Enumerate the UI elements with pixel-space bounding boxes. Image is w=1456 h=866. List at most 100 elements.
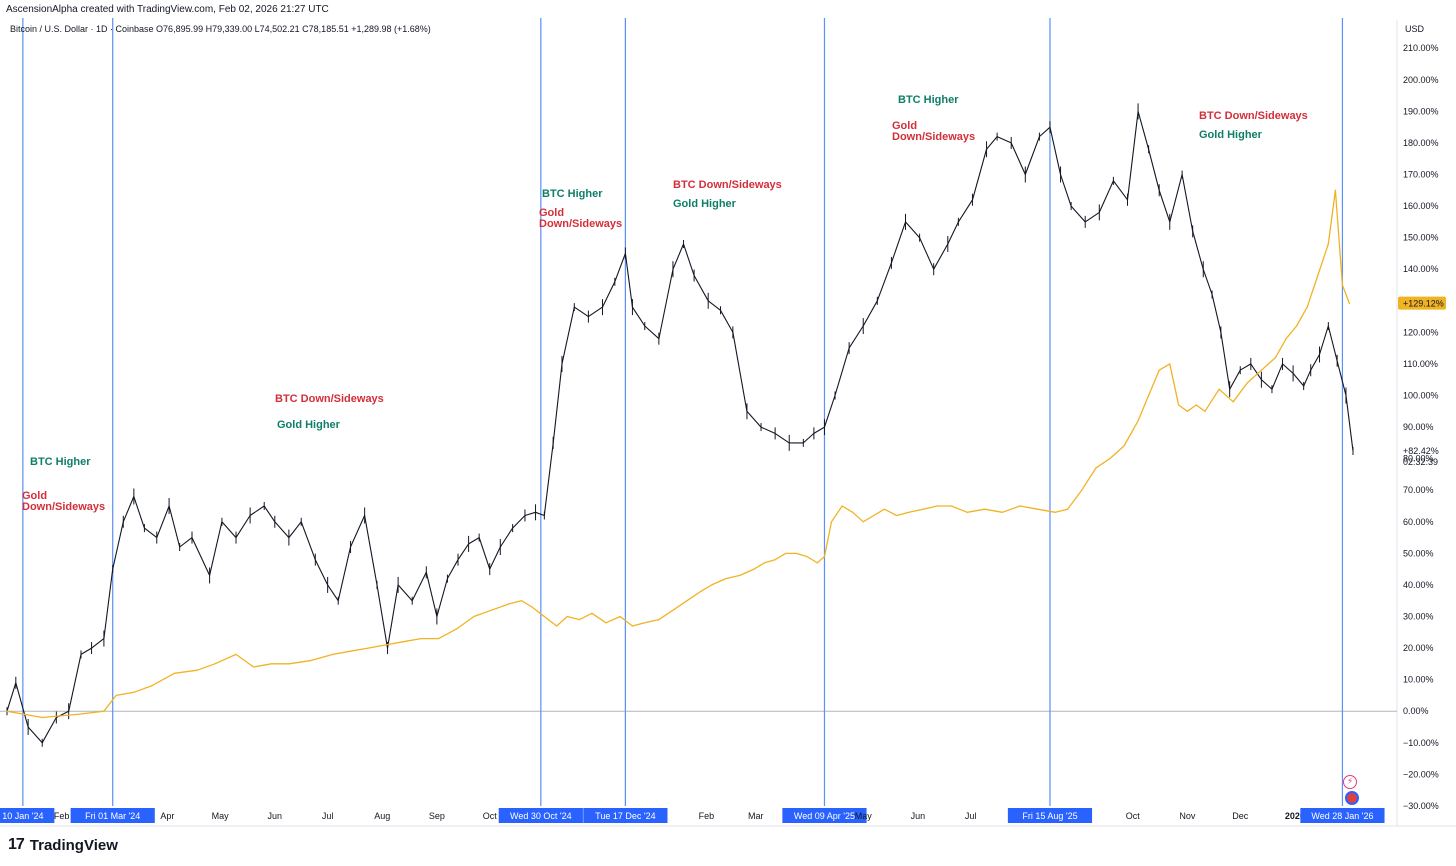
annotation-btc-higher-1: BTC Higher <box>30 456 91 468</box>
time-axis-highlight-label: Fri 15 Aug '25 <box>1022 811 1077 821</box>
price-scale-unit: USD <box>1405 24 1425 34</box>
gold-point-mark <box>455 628 457 630</box>
gold-point-mark <box>1285 338 1287 340</box>
gold-point-mark <box>288 663 290 665</box>
price-scale-tick: 50.00% <box>1403 548 1434 558</box>
gold-point-mark <box>566 615 568 618</box>
gold-point-mark <box>806 555 808 558</box>
btc-last-value-label: +82.42% <box>1403 446 1439 456</box>
price-scale-tick: 80.00% <box>1403 454 1434 464</box>
gold-point-mark <box>1148 394 1150 397</box>
gold-point-mark <box>1195 404 1197 406</box>
gold-point-mark <box>402 641 405 643</box>
gold-point-mark <box>1232 401 1234 403</box>
price-scale-tick: 170.00% <box>1403 170 1439 180</box>
gold-point-mark <box>1317 274 1319 277</box>
gold-point-mark <box>103 710 105 712</box>
price-scale-tick: 180.00% <box>1403 138 1439 148</box>
gold-point-mark <box>367 647 369 649</box>
gold-point-mark <box>1019 505 1021 507</box>
time-axis-label: Sep <box>429 811 445 821</box>
annotation-gold-higher-3: Gold Higher <box>1199 129 1262 141</box>
time-axis-label: Jul <box>322 811 334 821</box>
time-axis-highlight-box <box>782 808 867 823</box>
gold-point-mark <box>1137 420 1139 422</box>
credit-line: AscensionAlpha created with TradingView.… <box>6 4 329 15</box>
gold-point-mark <box>795 552 797 554</box>
gold-point-mark <box>41 716 43 719</box>
annotation-gold-higher-1: Gold Higher <box>277 419 340 431</box>
gold-point-mark <box>816 562 819 564</box>
gold-point-mark <box>76 713 79 715</box>
gold-point-mark <box>473 615 475 618</box>
annotation-btc-down-1: BTC Down/Sideways <box>275 393 384 405</box>
gold-point-mark <box>508 603 510 605</box>
symbol-ohlc-legend[interactable]: Bitcoin / U.S. Dollar · 1D · Coinbase O7… <box>10 24 431 34</box>
time-axis-highlight-box <box>498 808 583 823</box>
price-scale-tick: 190.00% <box>1403 106 1439 116</box>
gold-point-mark <box>984 508 986 510</box>
time-axis-label: Jul <box>965 811 977 821</box>
gold-point-mark <box>332 653 334 655</box>
time-axis-label: Jun <box>911 811 926 821</box>
gold-last-value-label: +129.12% <box>1403 299 1444 309</box>
time-axis-highlight-label: 10 Jan '24 <box>2 811 43 821</box>
price-scale-tick: 0.00% <box>1403 706 1429 716</box>
gold-point-mark <box>349 650 352 652</box>
gold-point-mark <box>531 606 533 608</box>
tradingview-branding[interactable]: 17 TradingView <box>8 836 118 854</box>
price-scale-tick: 90.00% <box>1403 422 1434 432</box>
gold-point-mark <box>1177 404 1180 406</box>
time-axis-highlight-box <box>583 808 668 823</box>
gold-point-mark <box>841 505 843 507</box>
price-scale-tick: 210.00% <box>1403 43 1439 53</box>
gold-point-mark <box>908 511 910 513</box>
price-scale-tick: 70.00% <box>1403 485 1434 495</box>
price-scale-tick: −20.00% <box>1403 769 1439 779</box>
gold-point-mark <box>385 644 387 646</box>
time-axis-highlight-box <box>70 808 155 823</box>
gold-point-mark <box>862 521 864 523</box>
gold-point-mark <box>214 663 216 665</box>
time-axis-highlight-label: Tue 17 Dec '24 <box>595 811 655 821</box>
dividend-event-icon[interactable]: ⚡ <box>1343 775 1357 789</box>
time-axis-highlight-label: Wed 28 Jan '26 <box>1311 811 1373 821</box>
price-scale-tick: 120.00% <box>1403 327 1439 337</box>
gold-point-mark <box>1081 489 1083 491</box>
price-scale-tick: 60.00% <box>1403 517 1434 527</box>
annotation-gold-higher-2: Gold Higher <box>673 198 736 210</box>
gold-point-mark <box>438 637 440 640</box>
economic-event-flag-icon[interactable] <box>1345 791 1359 805</box>
time-axis-label: Feb <box>699 811 715 821</box>
gold-point-mark <box>1306 306 1308 308</box>
time-axis-label: Feb <box>54 811 70 821</box>
gold-point-mark <box>270 663 272 665</box>
time-axis-highlight-label: Wed 09 Apr '25 <box>794 811 855 821</box>
gold-point-mark <box>619 615 621 618</box>
time-axis-highlight-label: Fri 01 Mar '24 <box>85 811 140 821</box>
gold-point-mark <box>1186 410 1188 412</box>
gold-point-mark <box>133 691 135 693</box>
annotation-btc-down-3: BTC Down/Sideways <box>1199 110 1308 122</box>
gold-point-mark <box>605 622 607 624</box>
gold-point-mark <box>966 511 968 513</box>
gold-point-mark <box>1066 508 1069 510</box>
gold-point-mark <box>631 625 634 627</box>
gold-point-mark <box>763 562 766 564</box>
price-scale-tick: 100.00% <box>1403 391 1439 401</box>
gold-point-mark <box>1095 467 1097 469</box>
gold-point-mark <box>785 552 787 554</box>
gold-point-mark <box>896 514 898 517</box>
time-axis-label: Mar <box>748 811 764 821</box>
gold-point-mark <box>1296 325 1298 327</box>
price-scale-tick: 10.00% <box>1403 675 1434 685</box>
gold-point-mark <box>490 609 493 611</box>
price-scale-tick: −10.00% <box>1403 738 1439 748</box>
gold-point-mark <box>1054 511 1056 513</box>
gold-point-mark <box>1274 357 1277 359</box>
time-axis-highlight-label: Wed 30 Oct '24 <box>510 811 572 821</box>
price-scale-tick: 200.00% <box>1403 75 1439 85</box>
gold-point-mark <box>235 653 237 655</box>
gold-point-mark <box>658 619 660 621</box>
